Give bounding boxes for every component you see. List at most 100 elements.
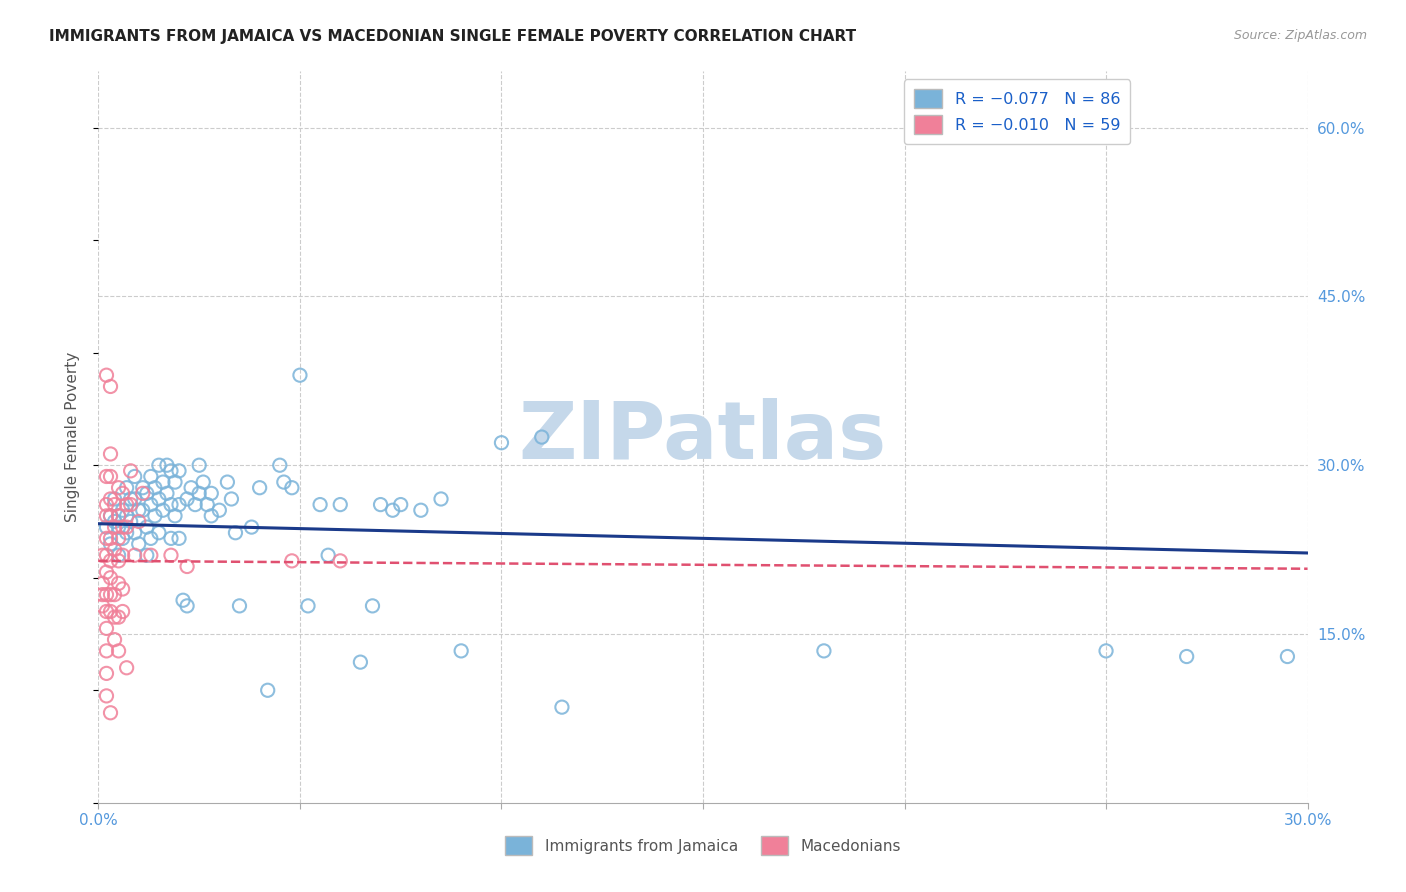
- Point: [139, 469, 162, 483]
- Point: [139, 498, 162, 512]
- Point: [200, 486, 222, 500]
- Point: [103, 515, 125, 529]
- Point: [316, 548, 339, 562]
- Point: [135, 520, 157, 534]
- Point: [152, 475, 174, 489]
- Point: [103, 520, 125, 534]
- Point: [96, 469, 118, 483]
- Point: [107, 481, 129, 495]
- Point: [128, 537, 150, 551]
- Point: [156, 486, 179, 500]
- Point: [167, 532, 190, 546]
- Point: [389, 498, 412, 512]
- Point: [124, 548, 146, 562]
- Point: [100, 447, 122, 461]
- Point: [135, 486, 157, 500]
- Point: [107, 532, 129, 546]
- Point: [269, 458, 291, 473]
- Point: [103, 498, 125, 512]
- Point: [107, 554, 129, 568]
- Point: [217, 475, 239, 489]
- Point: [111, 582, 134, 596]
- Point: [152, 503, 174, 517]
- Point: [221, 491, 243, 506]
- Point: [132, 503, 155, 517]
- Point: [256, 683, 278, 698]
- Point: [329, 498, 352, 512]
- Point: [160, 548, 183, 562]
- Point: [115, 661, 138, 675]
- Point: [551, 700, 574, 714]
- Point: [163, 475, 186, 489]
- Point: [100, 554, 122, 568]
- Point: [96, 644, 118, 658]
- Point: [107, 610, 129, 624]
- Point: [96, 548, 118, 562]
- Point: [309, 498, 332, 512]
- Point: [96, 689, 118, 703]
- Point: [281, 481, 304, 495]
- Point: [100, 379, 122, 393]
- Point: [115, 508, 138, 523]
- Point: [91, 588, 114, 602]
- Point: [107, 644, 129, 658]
- Point: [103, 632, 125, 647]
- Point: [208, 503, 231, 517]
- Point: [96, 565, 118, 579]
- Point: [124, 491, 146, 506]
- Point: [107, 548, 129, 562]
- Point: [193, 475, 215, 489]
- Point: [91, 548, 114, 562]
- Point: [111, 605, 134, 619]
- Point: [288, 368, 311, 383]
- Point: [188, 486, 211, 500]
- Point: [111, 520, 134, 534]
- Legend: Immigrants from Jamaica, Macedonians: Immigrants from Jamaica, Macedonians: [499, 830, 907, 861]
- Point: [111, 486, 134, 500]
- Point: [148, 525, 170, 540]
- Point: [156, 458, 179, 473]
- Point: [120, 515, 142, 529]
- Point: [91, 599, 114, 613]
- Point: [100, 491, 122, 506]
- Point: [100, 469, 122, 483]
- Point: [167, 498, 190, 512]
- Point: [124, 525, 146, 540]
- Point: [120, 464, 142, 478]
- Point: [430, 491, 453, 506]
- Point: [132, 486, 155, 500]
- Y-axis label: Single Female Poverty: Single Female Poverty: [65, 352, 80, 522]
- Point: [148, 458, 170, 473]
- Point: [329, 554, 352, 568]
- Point: [107, 576, 129, 591]
- Point: [96, 588, 118, 602]
- Point: [530, 430, 553, 444]
- Point: [100, 588, 122, 602]
- Point: [111, 532, 134, 546]
- Point: [115, 481, 138, 495]
- Point: [160, 464, 183, 478]
- Point: [96, 520, 118, 534]
- Point: [135, 548, 157, 562]
- Point: [100, 571, 122, 585]
- Point: [103, 588, 125, 602]
- Point: [111, 503, 134, 517]
- Point: [103, 610, 125, 624]
- Point: [120, 498, 142, 512]
- Point: [281, 554, 304, 568]
- Point: [143, 481, 166, 495]
- Text: IMMIGRANTS FROM JAMAICA VS MACEDONIAN SINGLE FEMALE POVERTY CORRELATION CHART: IMMIGRANTS FROM JAMAICA VS MACEDONIAN SI…: [49, 29, 856, 44]
- Point: [1175, 649, 1198, 664]
- Point: [163, 508, 186, 523]
- Point: [228, 599, 250, 613]
- Point: [349, 655, 371, 669]
- Point: [120, 491, 142, 506]
- Point: [450, 644, 472, 658]
- Point: [96, 532, 118, 546]
- Point: [100, 508, 122, 523]
- Point: [176, 559, 198, 574]
- Point: [100, 537, 122, 551]
- Point: [96, 621, 118, 635]
- Point: [96, 498, 118, 512]
- Point: [128, 515, 150, 529]
